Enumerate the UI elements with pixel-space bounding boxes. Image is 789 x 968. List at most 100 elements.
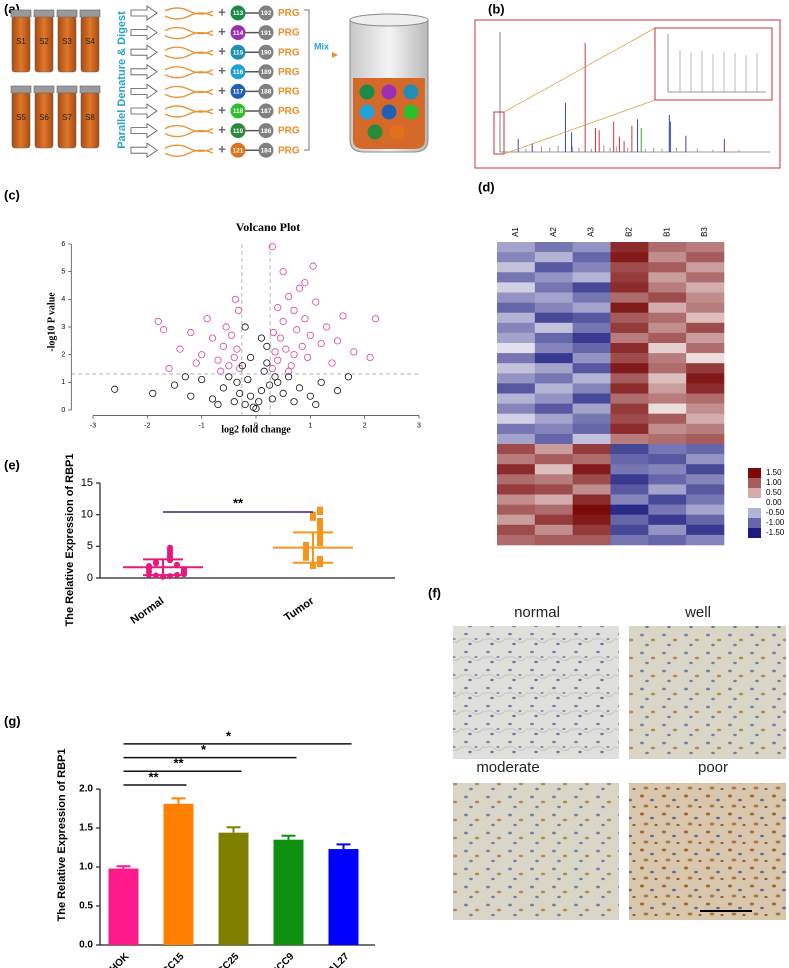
- heat-cell: [572, 272, 611, 283]
- colorbar-label: -1.50: [766, 528, 785, 537]
- point: [282, 345, 290, 353]
- heat-cell: [610, 292, 649, 303]
- tube-rim: [349, 13, 429, 27]
- y-tick-label: 0: [87, 572, 93, 584]
- heat-cell: [534, 292, 573, 303]
- point: [153, 559, 159, 566]
- heat-cell: [686, 322, 725, 334]
- point: [233, 345, 241, 353]
- peptide: [164, 31, 214, 40]
- point: [269, 328, 277, 337]
- plus: +: [218, 4, 226, 19]
- point: [284, 367, 293, 375]
- heat-cell: [686, 454, 725, 465]
- image-label: normal: [514, 604, 560, 621]
- process-label: Parallel Denature & Digest: [116, 11, 128, 149]
- colorbar-swatch: [748, 478, 761, 488]
- heat-cell: [534, 242, 573, 253]
- point: [350, 348, 358, 356]
- point: [246, 392, 255, 400]
- heat-cell: [534, 423, 573, 435]
- colorbar-swatch: [748, 468, 761, 478]
- heat-cell: [572, 242, 611, 253]
- heat-cell: [648, 343, 687, 354]
- point: [225, 373, 233, 381]
- x-tick-label: 3: [417, 422, 421, 429]
- heat-cell: [534, 363, 573, 374]
- heat-cell: [572, 534, 611, 546]
- point: [170, 381, 179, 389]
- reporter-label: 117: [233, 89, 244, 96]
- heat-cell: [686, 353, 725, 364]
- point: [274, 304, 282, 312]
- mixed-tag: [389, 124, 405, 140]
- heat-cell: [534, 322, 573, 334]
- balance-tag: [258, 123, 274, 139]
- heat-cell: [648, 454, 687, 465]
- heat-cell: [497, 383, 536, 394]
- point: [279, 317, 287, 326]
- heat-cell: [497, 343, 536, 354]
- micrograph: [629, 783, 786, 920]
- heat-cell: [686, 302, 725, 313]
- column-label: A1: [511, 227, 520, 237]
- point: [214, 400, 222, 409]
- heat-cell: [686, 484, 725, 495]
- image-label: well: [684, 604, 711, 621]
- zoom-box: [493, 111, 505, 155]
- heat-cell: [610, 433, 649, 445]
- micrograph: [453, 783, 619, 920]
- x-tick-label: Normal: [128, 595, 166, 627]
- heat-cell: [497, 444, 536, 455]
- y-tick-label: 0.5: [79, 901, 93, 912]
- column-label: B2: [625, 227, 634, 237]
- colorbar-label: 1.00: [766, 478, 782, 487]
- heat-cell: [648, 423, 687, 435]
- significance-label: **: [148, 769, 159, 784]
- heat-cell: [610, 373, 649, 384]
- x-tick-label: SCC25: [211, 951, 242, 968]
- heat-cell: [610, 353, 649, 364]
- mixed-tag: [403, 104, 419, 120]
- heat-cell: [686, 494, 725, 505]
- point: [252, 405, 260, 413]
- heat-cell: [686, 242, 725, 253]
- panel-label: (c): [4, 187, 20, 202]
- panel-label: (d): [478, 179, 495, 194]
- heat-cell: [610, 403, 649, 414]
- heat-cell: [572, 322, 611, 334]
- heat-cell: [572, 403, 611, 414]
- y-tick-label: 0: [61, 407, 65, 414]
- reporter-tag: [230, 44, 246, 60]
- point: [303, 542, 309, 549]
- tube-cap: [56, 85, 78, 94]
- point: [244, 375, 252, 384]
- point: [181, 373, 189, 381]
- y-tick-label: 10: [81, 509, 93, 521]
- error-bar: [281, 834, 296, 840]
- sd-bar: [293, 531, 333, 564]
- y-tick-label: 6: [61, 241, 65, 248]
- heat-cell: [648, 322, 687, 334]
- heat-cell: [648, 262, 687, 273]
- colorbar-swatch: [748, 488, 761, 498]
- heat-cell: [572, 393, 611, 404]
- reporter-label: 121: [233, 147, 244, 154]
- heat-cell: [686, 332, 725, 344]
- y-tick-label: 4: [61, 296, 65, 303]
- point: [192, 359, 200, 367]
- point: [284, 373, 293, 381]
- plus: +: [218, 122, 226, 137]
- heat-cell: [534, 484, 573, 495]
- reporter-label: 113: [233, 10, 244, 17]
- arrow: [130, 64, 158, 80]
- mixed-tag: [367, 124, 383, 140]
- point: [187, 328, 195, 337]
- point: [366, 353, 374, 362]
- point: [187, 392, 195, 400]
- heat-cell: [610, 322, 649, 334]
- point: [268, 243, 276, 251]
- heat-cell: [497, 353, 536, 364]
- heat-cell: [648, 393, 687, 404]
- colorbar-swatch: [748, 508, 761, 518]
